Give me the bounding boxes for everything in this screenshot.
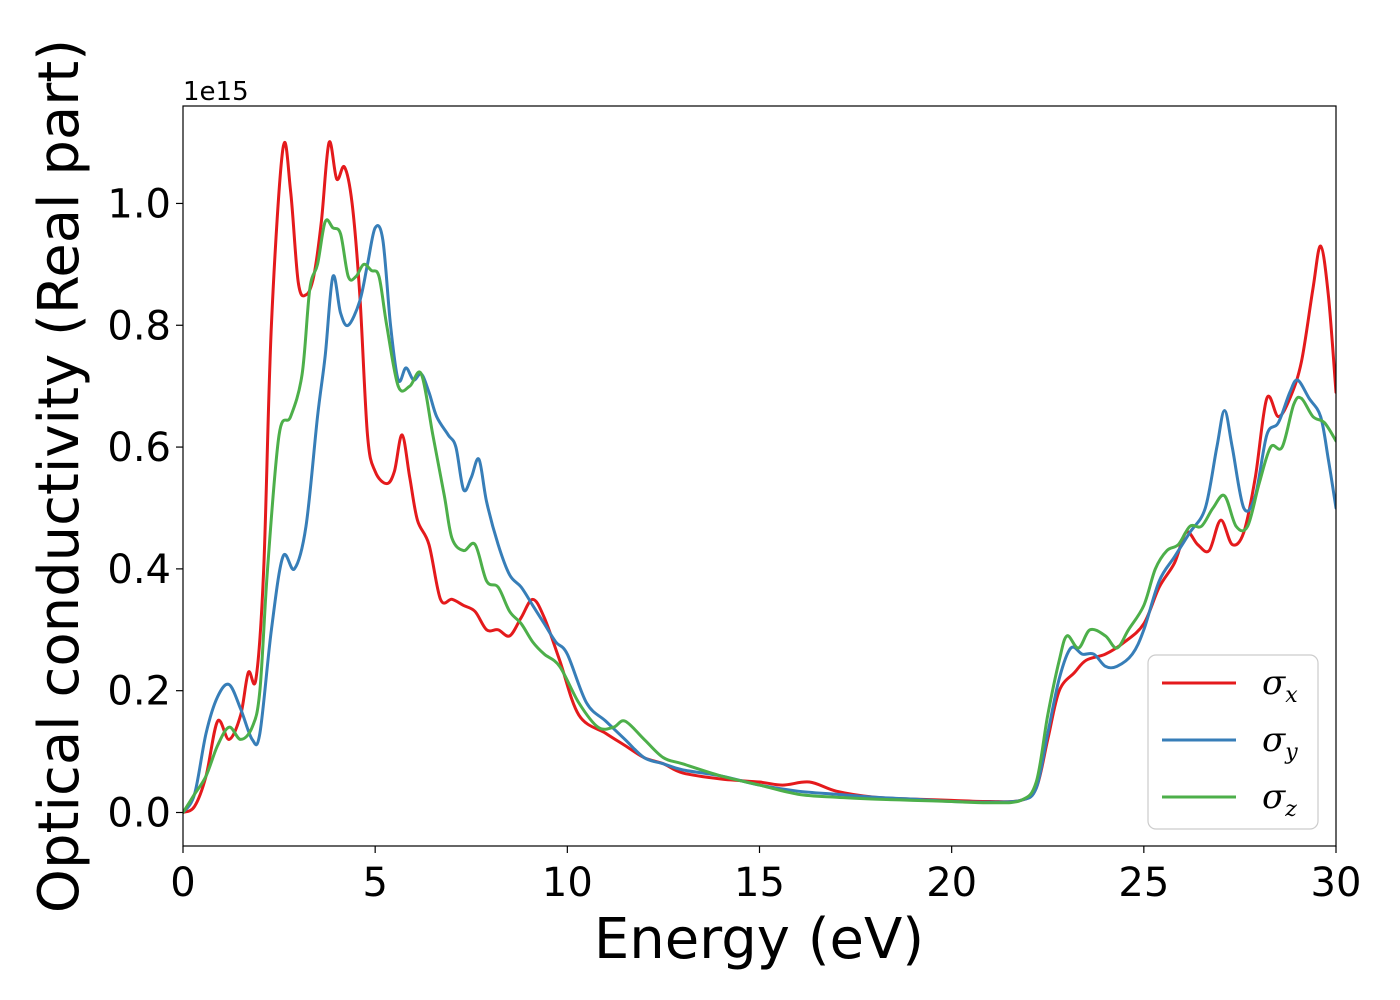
x-tick-label: 10 xyxy=(542,860,593,906)
y-tick-label: 0.6 xyxy=(107,425,171,471)
legend: σx σy σz xyxy=(1147,654,1319,830)
y-tick-label: 0.0 xyxy=(107,791,171,837)
legend-label-y: σy xyxy=(1262,720,1298,765)
legend-box xyxy=(1147,654,1319,830)
legend-label-z: σz xyxy=(1262,777,1297,822)
x-tick-label: 15 xyxy=(734,860,785,906)
y-tick-label: 0.2 xyxy=(107,669,171,715)
series-line-x xyxy=(183,140,1336,814)
series-layer xyxy=(183,140,1336,814)
x-tick-label: 20 xyxy=(926,860,977,906)
y-axis-title: Optical conductivity (Real part) xyxy=(27,39,92,913)
x-tick-label: 0 xyxy=(170,860,195,906)
y-axis-offset-label: 1e15 xyxy=(183,77,249,107)
y-tick-label: 0.4 xyxy=(107,547,171,593)
y-tick-label: 1.0 xyxy=(107,181,171,227)
x-tick-label: 25 xyxy=(1118,860,1169,906)
y-tick-label: 0.8 xyxy=(107,303,171,349)
legend-label-x: σx xyxy=(1262,663,1298,708)
series-line-y xyxy=(183,224,1336,814)
x-tick-label: 5 xyxy=(362,860,387,906)
y-axis-ticks: 0.0 0.2 0.4 0.6 0.8 1.0 xyxy=(107,181,183,837)
series-line-z xyxy=(183,218,1336,814)
x-tick-label: 30 xyxy=(1311,860,1362,906)
x-axis-ticks: 0 5 10 15 20 25 30 xyxy=(170,846,1361,906)
x-axis-title: Energy (eV) xyxy=(594,907,924,972)
